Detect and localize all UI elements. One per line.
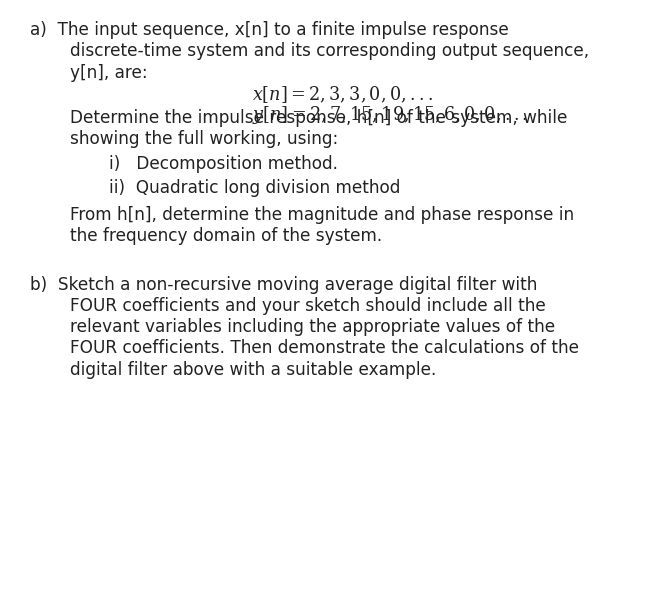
Text: From h[n], determine the magnitude and phase response in: From h[n], determine the magnitude and p… xyxy=(70,206,573,224)
Text: a)  The input sequence, x[n] to a finite impulse response: a) The input sequence, x[n] to a finite … xyxy=(30,21,509,39)
Text: the frequency domain of the system.: the frequency domain of the system. xyxy=(70,227,382,245)
Text: $\mathit{y}[n]=2,7,15,19,15,6,0,0,...$: $\mathit{y}[n]=2,7,15,19,15,6,0,0,...$ xyxy=(252,104,528,126)
Text: relevant variables including the appropriate values of the: relevant variables including the appropr… xyxy=(70,318,555,336)
Text: $\mathit{x}[n]=2,3,3,0,0,...$: $\mathit{x}[n]=2,3,3,0,0,...$ xyxy=(252,84,433,104)
Text: ii)  Quadratic long division method: ii) Quadratic long division method xyxy=(109,179,400,197)
Text: showing the full working, using:: showing the full working, using: xyxy=(70,130,338,148)
Text: FOUR coefficients and your sketch should include all the: FOUR coefficients and your sketch should… xyxy=(70,297,546,315)
Text: digital filter above with a suitable example.: digital filter above with a suitable exa… xyxy=(70,361,436,379)
Text: discrete-time system and its corresponding output sequence,: discrete-time system and its correspondi… xyxy=(70,42,589,61)
Text: y[n], are:: y[n], are: xyxy=(70,64,147,82)
Text: Determine the impulse response, h[n] of the system, while: Determine the impulse response, h[n] of … xyxy=(70,109,567,127)
Text: i)   Decomposition method.: i) Decomposition method. xyxy=(109,155,338,173)
Text: b)  Sketch a non-recursive moving average digital filter with: b) Sketch a non-recursive moving average… xyxy=(30,276,537,294)
Text: FOUR coefficients. Then demonstrate the calculations of the: FOUR coefficients. Then demonstrate the … xyxy=(70,339,579,358)
